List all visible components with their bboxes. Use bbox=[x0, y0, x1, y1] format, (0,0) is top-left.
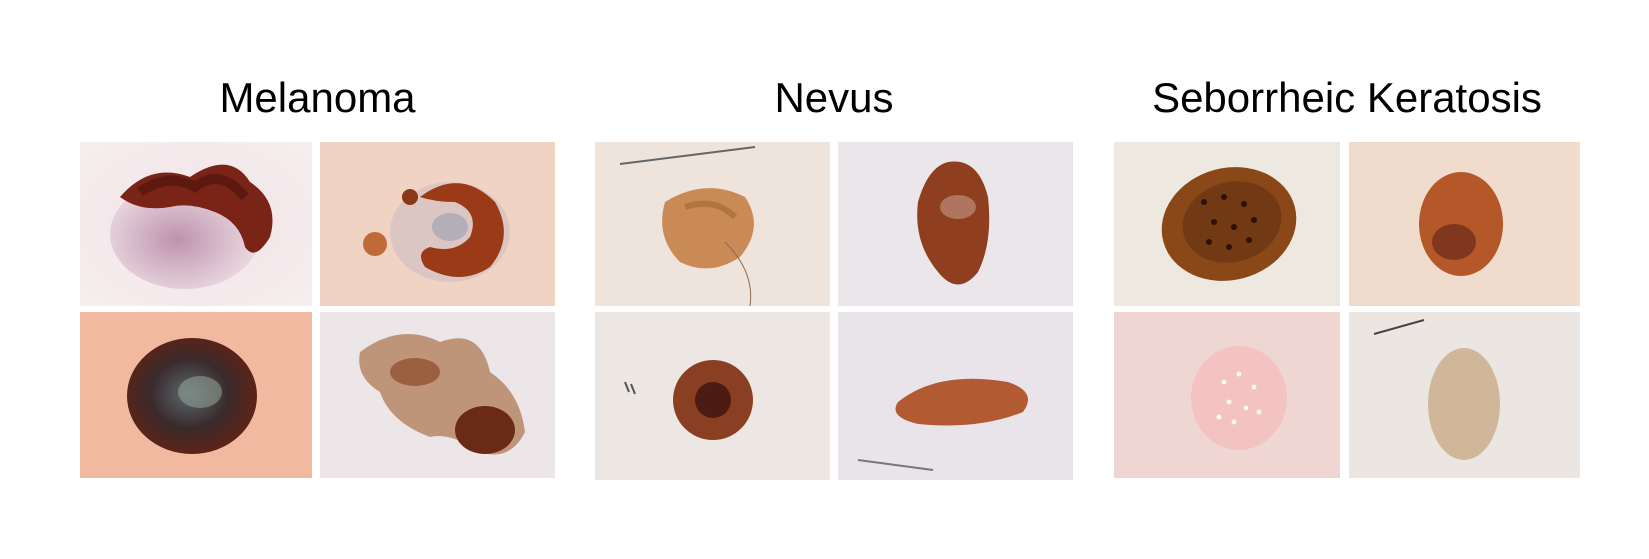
nevus-image-2 bbox=[838, 142, 1073, 306]
group-title-nevus: Nevus bbox=[774, 74, 894, 121]
seborrheic-keratosis-image-4 bbox=[1349, 312, 1580, 478]
seborrheic-keratosis-image-3 bbox=[1114, 312, 1340, 478]
nevus-image-1 bbox=[595, 142, 830, 306]
melanoma-image-2 bbox=[320, 142, 555, 306]
group-seborrheic-keratosis: Seborrheic Keratosis bbox=[1114, 0, 1580, 480]
group-melanoma: Melanoma bbox=[80, 0, 555, 480]
group-title-melanoma: Melanoma bbox=[219, 74, 416, 121]
nevus-image-3 bbox=[595, 312, 830, 480]
seborrheic-keratosis-image-2 bbox=[1349, 142, 1580, 306]
melanoma-image-4 bbox=[320, 312, 555, 478]
melanoma-image-1 bbox=[80, 142, 312, 306]
seborrheic-keratosis-image-1 bbox=[1114, 142, 1340, 306]
group-nevus: Nevus bbox=[595, 0, 1073, 480]
group-title-seborrheic-keratosis: Seborrheic Keratosis bbox=[1152, 74, 1542, 121]
nevus-image-4 bbox=[838, 312, 1073, 480]
melanoma-image-3 bbox=[80, 312, 312, 478]
